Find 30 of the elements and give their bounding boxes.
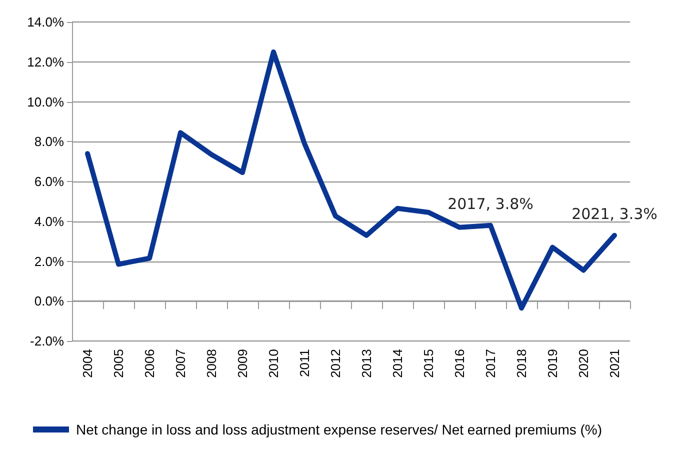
y-tick-label: 8.0%	[34, 134, 64, 150]
x-tick-label: 2017	[483, 349, 498, 378]
y-tick-label: 10.0%	[27, 94, 64, 110]
y-tick-label: 14.0%	[27, 14, 64, 30]
y-tick-label: 12.0%	[27, 54, 64, 70]
x-tick-label: 2015	[421, 349, 436, 378]
x-tick-label: 2004	[80, 349, 95, 378]
annotation: 2017, 3.8%	[448, 194, 534, 213]
x-tick-label: 2014	[390, 349, 405, 378]
legend-label: Net change in loss and loss adjustment expense reserves/ Net earned premiums (%)	[76, 422, 602, 438]
y-tick-label: 2.0%	[34, 254, 64, 269]
x-tick-label: 2005	[111, 349, 126, 378]
x-tick-label: 2018	[514, 349, 529, 378]
x-tick-label: 2021	[607, 349, 622, 378]
x-tick-label: 2007	[173, 349, 188, 378]
x-tick-label: 2013	[359, 349, 374, 378]
y-tick-label: 6.0%	[34, 174, 64, 189]
x-tick-label: 2008	[204, 349, 219, 378]
y-tick-label: 4.0%	[34, 214, 64, 229]
y-tick-label: -2.0%	[30, 334, 64, 348]
x-tick-label: 2012	[328, 349, 343, 378]
y-tick-label: 0.0%	[34, 294, 64, 309]
x-tick-label: 2019	[545, 349, 560, 378]
x-tick-label: 2016	[452, 349, 467, 378]
annotation: 2021, 3.3%	[572, 204, 658, 223]
x-tick-label: 2006	[142, 349, 157, 378]
x-tick-label: 2009	[235, 349, 250, 378]
x-tick-label: 2010	[266, 349, 281, 378]
x-tick-label: 2011	[297, 349, 312, 377]
x-tick-label: 2020	[576, 349, 591, 378]
